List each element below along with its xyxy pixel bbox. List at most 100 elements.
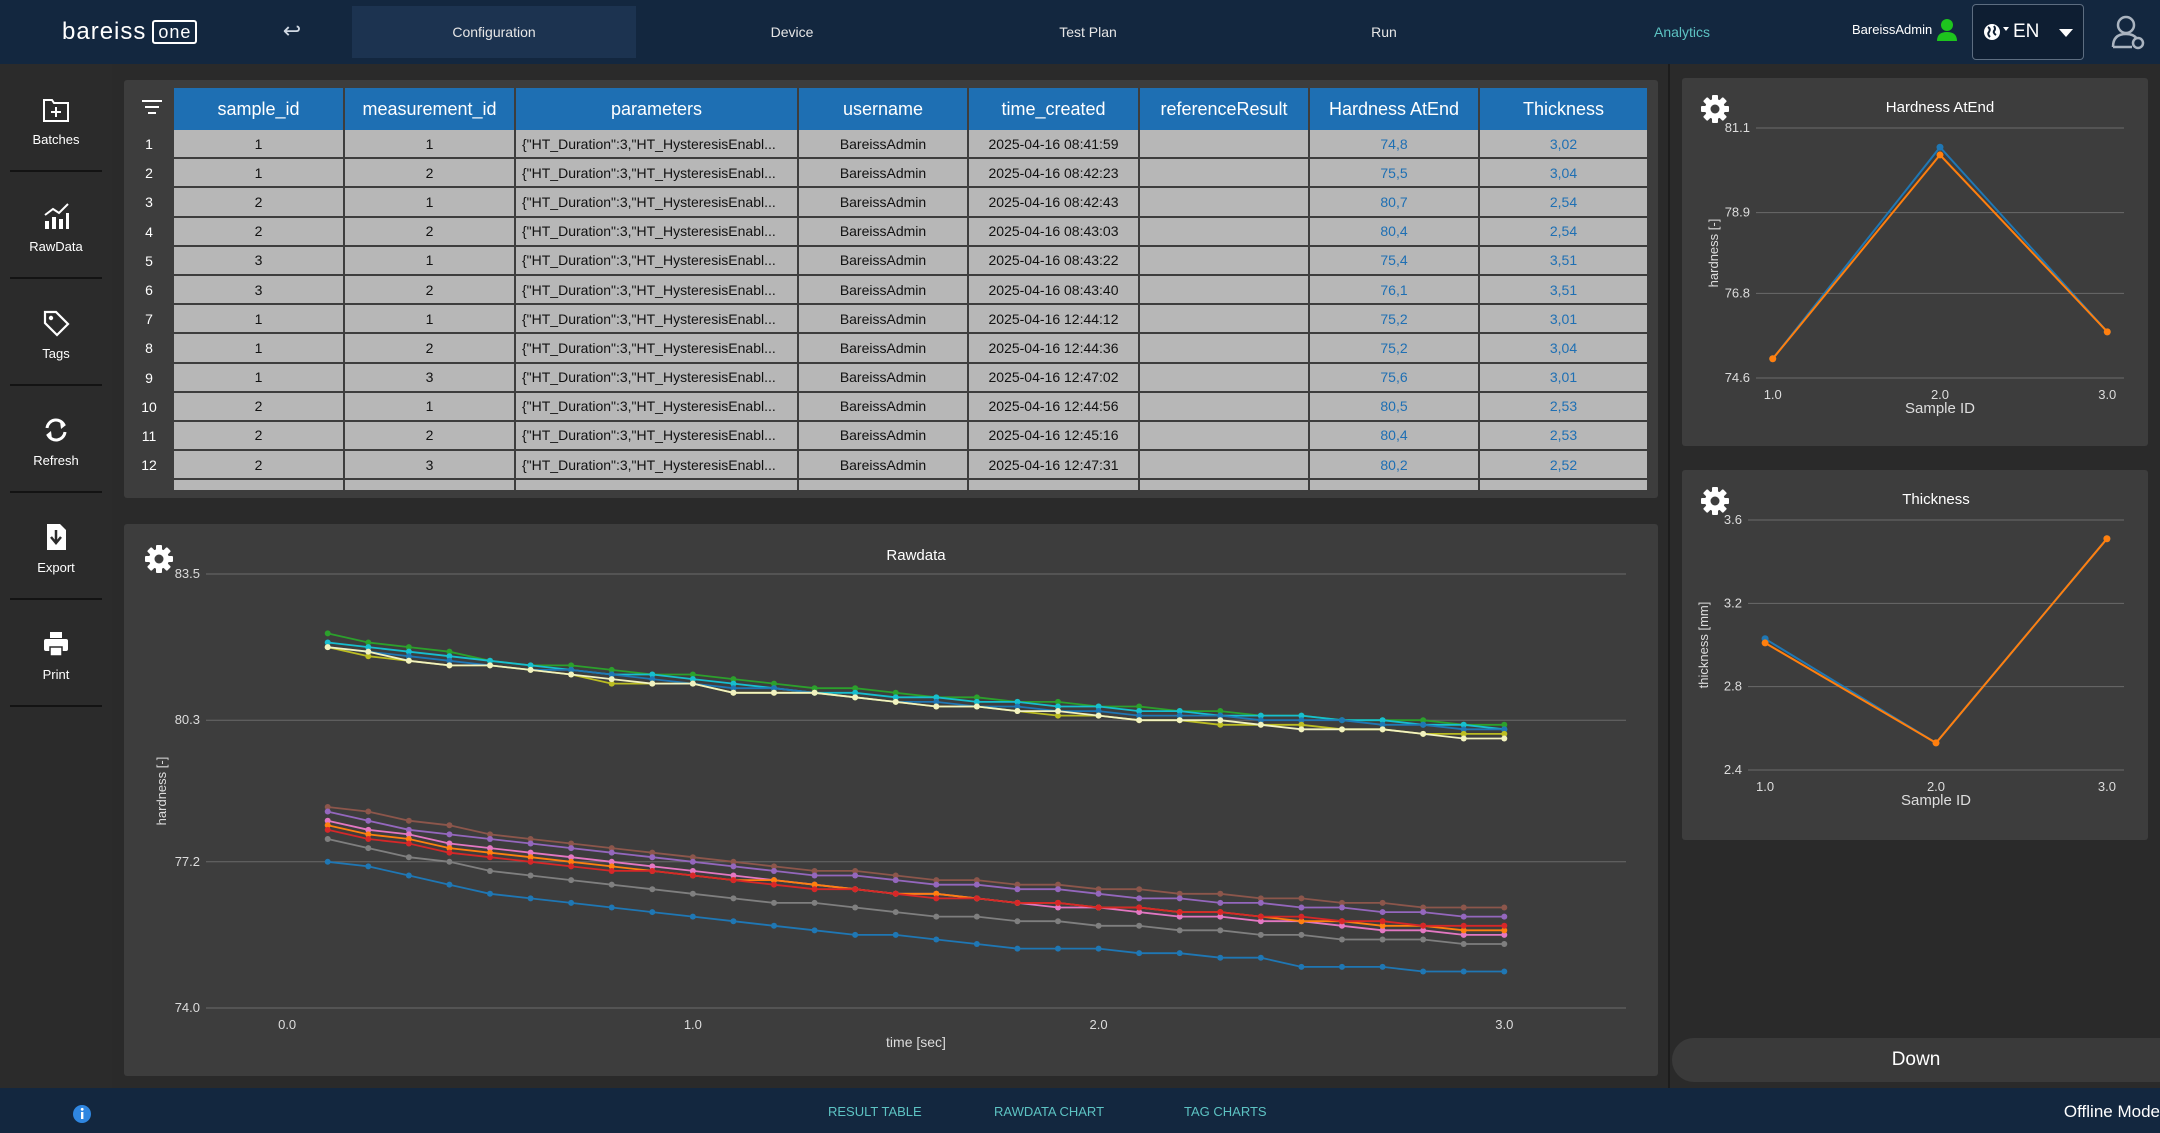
tab-result-table[interactable]: RESULT TABLE <box>828 1104 922 1119</box>
data-point <box>324 630 331 637</box>
tab-configuration[interactable]: Configuration <box>352 6 636 58</box>
data-point <box>1176 895 1183 902</box>
data-point <box>933 913 940 920</box>
column-header-username[interactable]: username <box>798 88 969 130</box>
data-point <box>446 657 453 664</box>
x-tick-label: 2.0 <box>1090 1017 1108 1032</box>
panel-divider <box>1668 64 1670 1088</box>
cell-username: BareissAdmin <box>798 420 969 452</box>
empty-cell <box>515 479 799 490</box>
y-tick-label: 81.1 <box>1725 120 1750 135</box>
info-icon[interactable] <box>72 1104 92 1124</box>
cell-username: BareissAdmin <box>798 274 969 306</box>
tab-tag-charts[interactable]: TAG CHARTS <box>1184 1104 1267 1119</box>
x-tick-label: 1.0 <box>684 1017 702 1032</box>
data-point <box>324 858 331 865</box>
rawdata-chart-panel: Rawdata 74.0 77.2 80.3 83.5 0.0 1.0 2.0 3.0 time … <box>124 524 1658 1076</box>
column-header-measurement-id[interactable]: measurement_id <box>344 88 516 130</box>
data-point <box>1095 890 1102 897</box>
language-selector[interactable]: EN <box>1972 4 2084 60</box>
data-point <box>771 922 777 929</box>
data-point <box>1501 931 1508 938</box>
column-header-sample-id[interactable]: sample_id <box>174 88 345 130</box>
empty-cell <box>344 479 516 490</box>
cell-time-created: 2025-04-16 12:45:16 <box>968 420 1140 452</box>
result-table: sample_id measurement_id parameters user… <box>174 88 1649 490</box>
column-header-parameters[interactable]: parameters <box>515 88 799 130</box>
table-row[interactable]: 1 2 {"HT_Duration":3,"HT_HysteresisEnabl..… <box>174 158 1649 189</box>
data-point <box>608 858 615 865</box>
table-row[interactable]: 1 1 {"HT_Duration":3,"HT_HysteresisEnabl..… <box>174 304 1649 335</box>
sidebar-item-tags[interactable]: Tags <box>10 278 102 386</box>
y-tick-label: 77.2 <box>175 854 200 869</box>
cell-time-created: 2025-04-16 08:43:40 <box>968 274 1140 306</box>
series-line <box>327 806 1505 909</box>
column-header-thickness[interactable]: Thickness <box>1479 88 1649 130</box>
data-point <box>1339 918 1345 925</box>
cell-reference-result <box>1139 362 1310 393</box>
data-point <box>1055 904 1061 911</box>
cell-sample-id: 2 <box>174 450 345 481</box>
data-point <box>608 867 615 874</box>
sidebar-item-rawdata[interactable]: RawData <box>10 171 102 279</box>
table-row[interactable]: 2 1 {"HT_Duration":3,"HT_HysteresisEnabl..… <box>174 187 1649 218</box>
x-tick-label: 3.0 <box>2098 779 2116 794</box>
column-header-time-created[interactable]: time_created <box>968 88 1140 130</box>
tab-label: Analytics <box>1653 24 1711 40</box>
tab-rawdata-chart[interactable]: RAWDATA CHART <box>994 1104 1105 1119</box>
table-header-row: sample_id measurement_id parameters user… <box>174 88 1649 130</box>
user-profile-icon[interactable] <box>2110 14 2146 50</box>
data-point <box>405 644 412 651</box>
table-row[interactable]: 2 1 {"HT_Duration":3,"HT_HysteresisEnabl..… <box>174 391 1649 422</box>
data-point <box>324 835 331 842</box>
gear-icon[interactable] <box>144 544 174 574</box>
table-row[interactable]: 1 1 {"HT_Duration":3,"HT_HysteresisEnabl..… <box>174 130 1649 160</box>
data-point <box>1298 717 1305 724</box>
tab-device[interactable]: Device <box>650 6 934 58</box>
result-table-scroll[interactable]: sample_id measurement_id parameters user… <box>174 88 1650 490</box>
data-point <box>1055 886 1061 893</box>
table-row[interactable]: 2 2 {"HT_Duration":3,"HT_HysteresisEnabl..… <box>174 216 1649 247</box>
gear-icon[interactable] <box>1700 486 1730 516</box>
data-point <box>1339 899 1345 906</box>
data-point <box>892 694 899 701</box>
gear-icon[interactable] <box>1700 94 1730 124</box>
sidebar-item-refresh[interactable]: Refresh <box>10 385 102 493</box>
cell-time-created: 2025-04-16 08:42:23 <box>968 158 1140 189</box>
data-point <box>852 867 859 874</box>
y-tick-label: 80.3 <box>175 712 200 727</box>
tab-analytics[interactable]: Analytics <box>1540 6 1824 58</box>
cell-parameters: {"HT_Duration":3,"HT_HysteresisEnabl... <box>515 304 799 335</box>
hardness-chart: Hardness AtEnd 74.6 76.8 78.9 81.1 1.0 2.0 3.0 S… <box>1706 99 2124 417</box>
table-row[interactable]: 2 3 {"HT_Duration":3,"HT_HysteresisEnabl..… <box>174 450 1649 481</box>
series-line <box>327 838 1505 945</box>
data-point <box>568 899 575 906</box>
sidebar-item-export[interactable]: Export <box>10 492 102 600</box>
table-row[interactable]: 3 2 {"HT_Duration":3,"HT_HysteresisEnabl..… <box>174 274 1649 306</box>
table-row[interactable]: 1 2 {"HT_Duration":3,"HT_HysteresisEnabl..… <box>174 333 1649 364</box>
data-point <box>771 685 777 692</box>
data-point <box>1176 950 1183 957</box>
data-point <box>405 648 412 655</box>
column-header-reference-result[interactable]: referenceResult <box>1139 88 1310 130</box>
table-row[interactable]: 1 3 {"HT_Duration":3,"HT_HysteresisEnabl..… <box>174 362 1649 393</box>
data-point <box>527 872 534 879</box>
tab-run[interactable]: Run <box>1242 6 1526 58</box>
data-point <box>852 689 859 696</box>
data-point <box>730 872 737 879</box>
sidebar-item-batches[interactable]: Batches <box>10 64 102 172</box>
down-button[interactable]: Down <box>1672 1038 2160 1082</box>
hardness-chart-panel: Hardness AtEnd 74.6 76.8 78.9 81.1 1.0 2.0 3.0 S… <box>1682 78 2148 446</box>
column-header-hardness-atend[interactable]: Hardness AtEnd <box>1309 88 1480 130</box>
table-row[interactable]: 3 1 {"HT_Duration":3,"HT_HysteresisEnabl..… <box>174 245 1649 276</box>
sidebar-item-print[interactable]: Print <box>10 599 102 707</box>
table-row[interactable]: 2 2 {"HT_Duration":3,"HT_HysteresisEnabl..… <box>174 420 1649 452</box>
username-label: BareissAdmin <box>1852 22 1933 37</box>
empty-cell <box>174 479 345 490</box>
data-point <box>324 639 331 646</box>
tab-test-plan[interactable]: Test Plan <box>946 6 1230 58</box>
filter-icon[interactable] <box>142 98 162 116</box>
data-point <box>649 886 656 893</box>
cell-hardness-atend: 75,5 <box>1309 158 1480 189</box>
undo-arrow-icon[interactable]: ↩ <box>282 18 302 43</box>
